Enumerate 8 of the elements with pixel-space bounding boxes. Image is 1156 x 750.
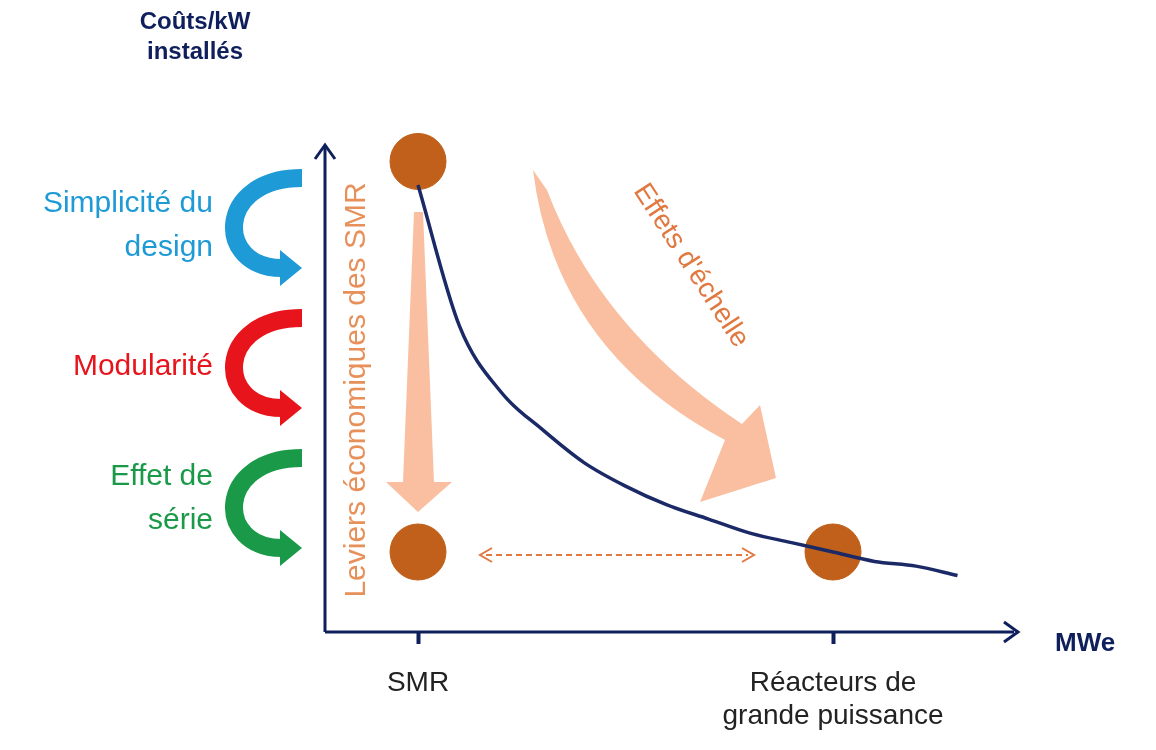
- text: Coûts/kW installés: [138, 6, 252, 66]
- x-tick-label: SMR: [386, 665, 450, 697]
- text: Modularité: [72, 347, 213, 383]
- x-axis-title: MWe: [1055, 626, 1116, 659]
- text: Simplicité du design: [41, 184, 213, 264]
- x-tick-label: Réacteurs de grande puissance: [722, 665, 944, 731]
- annotation: Leviers économiques des SMR: [337, 182, 372, 598]
- text: Effet de série: [109, 457, 213, 537]
